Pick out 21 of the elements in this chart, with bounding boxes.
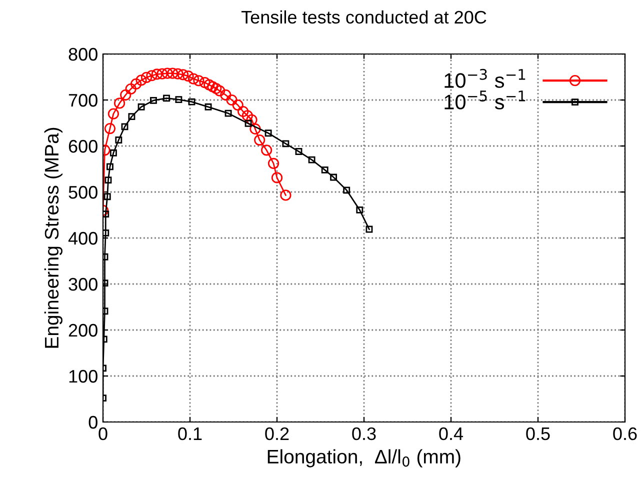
chart-title: Tensile tests conducted at 20C <box>241 10 486 24</box>
x-tick-label: 0.6 <box>613 427 637 440</box>
y-tick-label: 100 <box>69 370 98 383</box>
x-axis-title: Elongation, Δl/l$_{0}$ (mm) <box>268 449 460 468</box>
y-axis-title: Engineering Stress (MPa) <box>44 128 62 348</box>
x-tick-label: 0 <box>98 427 108 440</box>
x-tick-label: 0.5 <box>526 427 550 440</box>
y-tick-label: 800 <box>68 48 98 61</box>
y-tick-label: 200 <box>68 324 98 337</box>
legend-label: 10$^{−3}$ s$^{−1}$ <box>444 68 526 88</box>
y-tick-label: 400 <box>68 232 98 245</box>
y-tick-label: 700 <box>68 94 98 107</box>
y-tick-label: 500 <box>68 186 98 199</box>
x-tick-label: 0.1 <box>178 427 202 440</box>
y-tick-label: 300 <box>68 278 98 291</box>
x-tick-label: 0.3 <box>352 427 376 440</box>
y-tick-label: 600 <box>68 140 98 153</box>
y-tick-label: 0 <box>88 416 98 429</box>
legend-label: 10$^{−5}$ s$^{−1}$ <box>444 90 526 110</box>
x-tick-label: 0.4 <box>439 427 464 440</box>
x-tick-label: 0.2 <box>265 427 289 440</box>
